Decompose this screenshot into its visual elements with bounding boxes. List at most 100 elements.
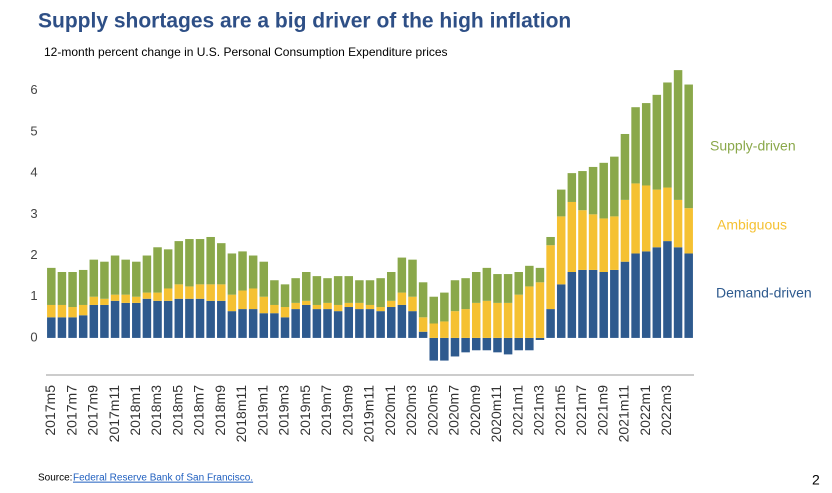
bar-segment xyxy=(440,292,449,322)
bar-segment xyxy=(142,298,152,338)
bar-segment xyxy=(121,302,130,338)
x-tick-label: 2020m1 xyxy=(382,385,398,436)
bar-segment xyxy=(652,189,662,248)
bar-segment xyxy=(386,307,396,338)
bar-segment xyxy=(418,317,428,332)
bar-segment xyxy=(227,253,237,295)
bar-segment xyxy=(238,309,247,338)
x-tick-label: 2017m5 xyxy=(42,385,58,436)
bar-segment xyxy=(567,201,577,272)
bar-segment xyxy=(280,317,290,338)
bar-segment xyxy=(333,276,343,305)
bar-segment xyxy=(525,337,534,351)
bar-segment xyxy=(493,302,502,338)
bar-segment xyxy=(503,274,513,303)
bar-segment xyxy=(121,259,130,295)
bar-segment xyxy=(89,296,99,305)
bar-segment xyxy=(599,162,608,219)
bar-segment xyxy=(471,337,481,351)
bar-segment xyxy=(217,300,226,338)
bar-segment xyxy=(631,183,640,254)
bar-segment xyxy=(185,286,194,299)
x-tick-label: 2019m7 xyxy=(318,385,334,436)
bar-segment xyxy=(185,298,194,338)
bar-segment xyxy=(641,185,651,252)
bar-segment xyxy=(652,94,662,190)
bar-segment xyxy=(631,253,640,338)
bar-segment xyxy=(259,313,269,338)
x-tick-label: 2019m1 xyxy=(254,385,270,436)
bar-segment xyxy=(78,269,88,305)
y-tick-label: 4 xyxy=(30,165,37,180)
x-tick-label: 2018m5 xyxy=(169,385,185,436)
bar-segment xyxy=(355,280,364,303)
bar-segment xyxy=(323,278,332,303)
bar-segment xyxy=(418,331,428,338)
y-tick-label: 1 xyxy=(30,288,37,303)
bar-segment xyxy=(132,296,141,303)
bar-segment xyxy=(365,309,375,338)
bar-segment xyxy=(408,259,417,297)
x-tick-label: 2021m5 xyxy=(552,385,568,436)
bar-segment xyxy=(57,304,67,318)
bar-segment xyxy=(461,337,470,353)
bar-segment xyxy=(132,261,141,297)
bar-segment xyxy=(291,309,300,338)
bar-segment xyxy=(599,272,608,338)
bar-segment xyxy=(344,276,354,303)
bar-segment xyxy=(663,187,672,242)
x-tick-label: 2017m9 xyxy=(85,385,101,436)
bar-segment xyxy=(47,304,56,318)
x-tick-label: 2017m11 xyxy=(106,385,122,443)
bar-segment xyxy=(610,216,619,270)
bar-segment xyxy=(100,261,109,299)
bar-segment xyxy=(588,214,598,270)
bar-segment xyxy=(641,103,651,186)
bar-segment xyxy=(620,199,630,262)
bar-segment xyxy=(344,307,354,338)
bar-segment xyxy=(525,286,534,338)
bar-segment xyxy=(248,288,258,310)
bar-segment xyxy=(429,296,438,324)
y-tick-label: 6 xyxy=(30,82,37,97)
bar-segment xyxy=(440,337,449,361)
bar-segment xyxy=(535,282,545,338)
bar-segment xyxy=(556,189,566,217)
bar-segment xyxy=(195,239,205,285)
bar-segment xyxy=(620,133,630,200)
bar-segment xyxy=(174,241,184,285)
source-label: Source: xyxy=(38,473,72,484)
chart-title: Supply shortages are a big driver of the… xyxy=(38,10,571,33)
bar-segment xyxy=(163,288,173,301)
bar-segment xyxy=(270,280,279,305)
bar-segment xyxy=(450,280,460,312)
bar-segment xyxy=(121,294,130,303)
bar-segment xyxy=(620,261,630,338)
bar-segment xyxy=(429,323,438,338)
source-link[interactable]: Federal Reserve Bank of San Francisco. xyxy=(73,473,253,484)
bar-segment xyxy=(142,292,152,299)
bar-segment xyxy=(450,337,460,357)
bar-segment xyxy=(248,309,258,338)
bar-segment xyxy=(100,304,109,338)
bar-segment xyxy=(386,272,396,301)
bar-segment xyxy=(248,255,258,289)
x-tick-label: 2022m3 xyxy=(658,385,674,436)
bar-segment xyxy=(376,307,385,312)
bar-segment xyxy=(663,241,672,338)
x-tick-label: 2018m1 xyxy=(127,385,143,436)
bar-segment xyxy=(174,284,184,299)
bar-segment xyxy=(493,337,502,353)
bar-segment xyxy=(110,300,120,338)
x-tick-label: 2020m5 xyxy=(424,385,440,436)
bar-segment xyxy=(578,171,587,211)
x-tick-label: 2021m7 xyxy=(573,385,589,436)
bar-segment xyxy=(227,311,237,338)
bar-segment xyxy=(259,261,269,297)
bar-segment xyxy=(429,337,438,361)
chart-subtitle: 12-month percent change in U.S. Personal… xyxy=(44,45,448,59)
bar-segment xyxy=(355,302,364,310)
legend-label: Supply-driven xyxy=(710,138,796,154)
bar-segment xyxy=(312,276,322,305)
bar-segment xyxy=(206,300,215,338)
